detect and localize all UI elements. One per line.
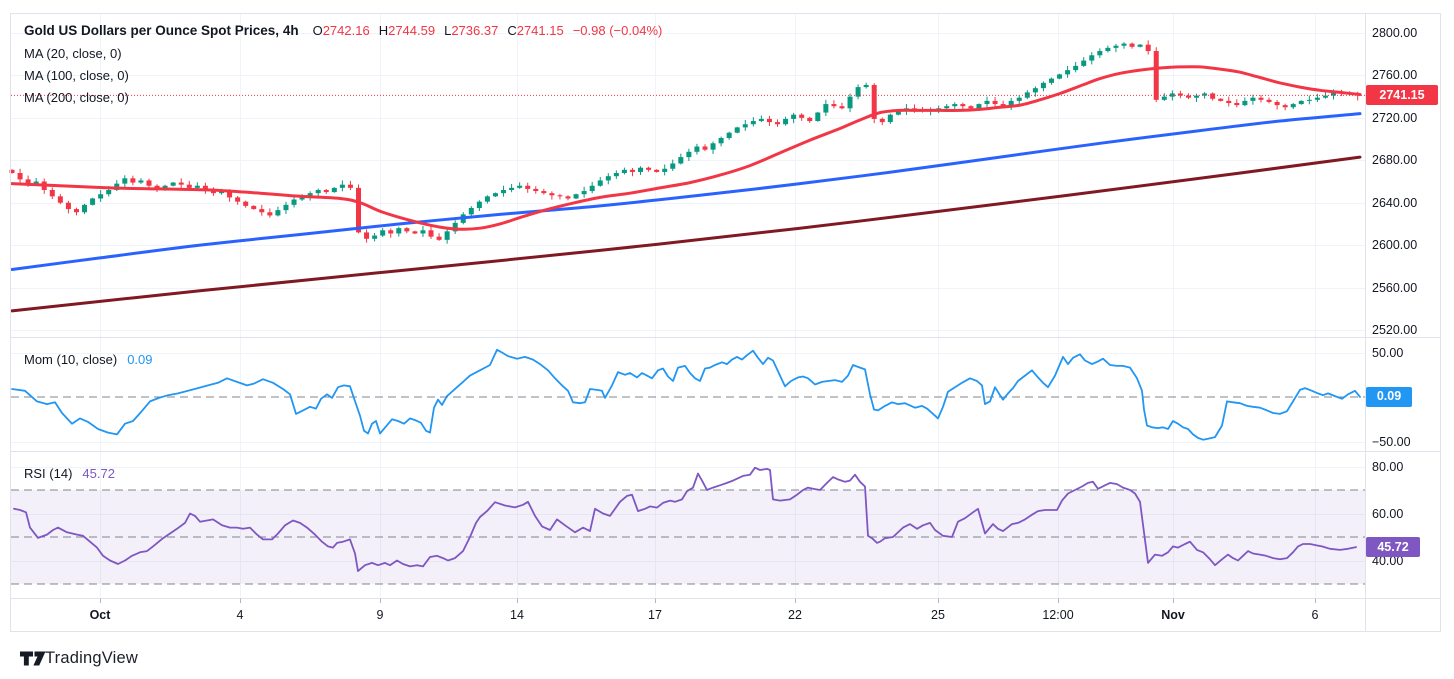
momentum-badge: 0.09	[1366, 386, 1412, 407]
ma-overlays	[10, 65, 1362, 313]
main-legend[interactable]: Gold US Dollars per Ounce Spot Prices, 4…	[24, 23, 662, 39]
momentum-value: 0.09	[127, 352, 153, 367]
ohlc-high: H 2744.59	[378, 23, 436, 38]
symbol-title: Gold US Dollars per Ounce Spot Prices, 4…	[24, 23, 299, 38]
legend-ma200[interactable]: MA (200, close, 0)	[24, 90, 129, 105]
rsi-badge: 45.72	[1366, 537, 1420, 558]
momentum-label: Mom (10, close)	[24, 352, 118, 367]
tradingview-brand[interactable]: TradingView	[45, 649, 138, 667]
rsi-band	[11, 489, 1365, 585]
rsi-value: 45.72	[82, 466, 115, 481]
rsi-label: RSI (14)	[24, 466, 73, 481]
legend-ma20[interactable]: MA (20, close, 0)	[24, 46, 122, 61]
legend-ma100[interactable]: MA (100, close, 0)	[24, 68, 129, 83]
gridlines	[11, 13, 1365, 599]
ohlc-low: L 2736.37	[444, 23, 499, 38]
ma100-line	[10, 112, 1362, 271]
momentum-legend[interactable]: Mom (10, close) 0.09	[24, 352, 153, 367]
ohlc-close: C 2741.15	[507, 23, 564, 38]
ohlc-open: O 2742.16	[312, 23, 370, 38]
momentum-series	[11, 348, 1361, 441]
ma20-line	[10, 65, 1362, 231]
rsi-series	[13, 466, 1357, 572]
rsi-legend[interactable]: RSI (14) 45.72	[24, 466, 115, 481]
price-badge: 2741.15	[1366, 85, 1438, 106]
tradingview-logo-icon[interactable]	[20, 651, 46, 666]
frame	[10, 13, 1441, 632]
price-change: −0.98 (−0.04%)	[572, 23, 663, 38]
ma200-line	[10, 155, 1362, 313]
candlestick-series	[9, 40, 1361, 244]
momentum-line	[11, 348, 1361, 441]
rsi-line	[13, 466, 1357, 572]
